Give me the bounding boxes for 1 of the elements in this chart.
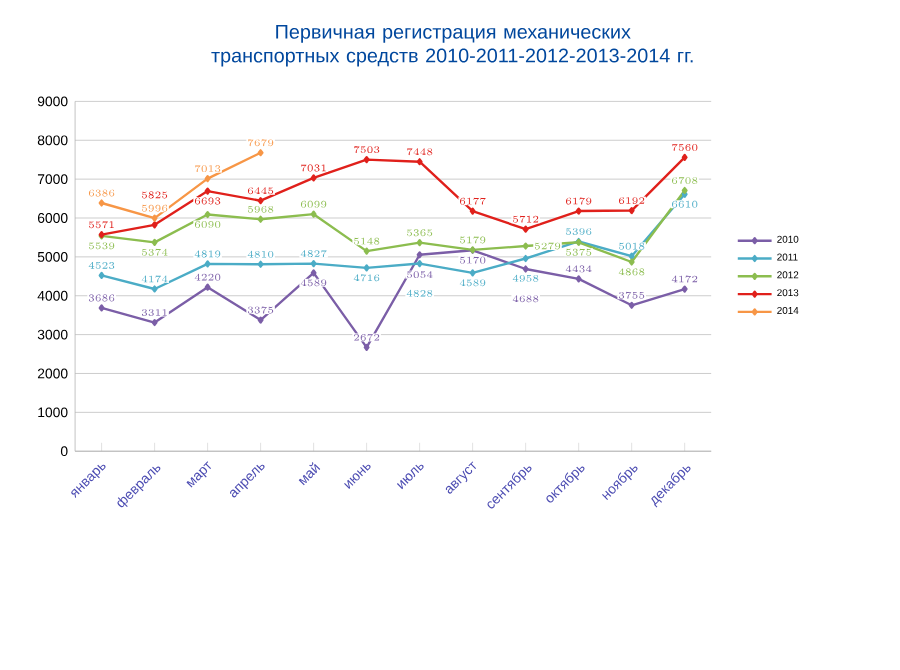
- chart-title: Первичная регистрация механических транспортных средств 2010-2011-2012-2013-2014 гг.: [211, 25, 693, 67]
